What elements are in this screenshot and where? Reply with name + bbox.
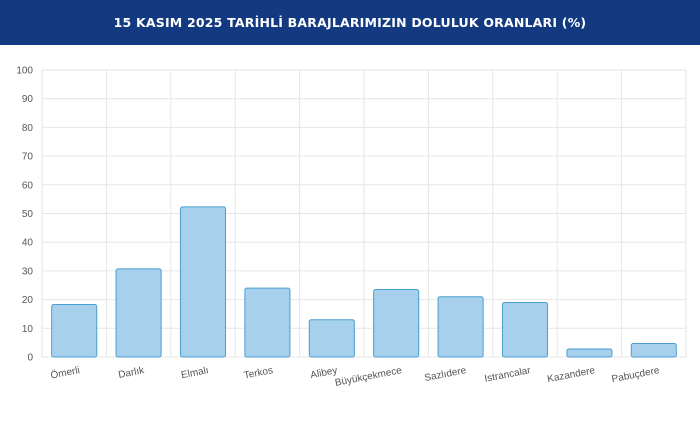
bar-7 [501, 301, 549, 358]
y-tick-label: 80 [22, 123, 34, 134]
x-tick-label: Alibey [310, 365, 339, 381]
x-tick-label: Terkos [243, 365, 274, 381]
x-axis-ticks: Ömerli Darlık Elmalı Terkos AlibeyBüyükçekme… [50, 364, 661, 389]
bar-5 [373, 289, 420, 358]
x-tick-label: Darlık [117, 365, 146, 381]
y-tick-label: 40 [22, 238, 34, 249]
bar-8 [566, 348, 613, 358]
x-tick-label: Sazlıdere [424, 365, 468, 384]
y-tick-label: 100 [16, 66, 33, 77]
bar-6 [437, 296, 484, 358]
x-tick-label: Kazandere [546, 365, 596, 385]
bar-9 [630, 343, 677, 358]
bar-chart: 0 10 20 30 40 50 60 70 80 90 100 Ömerli Darlık Elmal… [16, 66, 687, 389]
chart-header: 15 KASIM 2025 TARİHLİ BARAJLARIMIZIN DOL… [0, 0, 700, 45]
y-tick-label: 90 [22, 94, 34, 105]
bars [51, 206, 677, 358]
x-tick-label: Ömerli [50, 364, 81, 381]
bar-2 [179, 206, 227, 358]
y-tick-label: 60 [22, 180, 34, 191]
x-tick-label: Büyükçekmece [334, 365, 403, 389]
x-tick-label: Istrancalar [484, 365, 533, 385]
x-tick-label: Elmalı [180, 365, 209, 381]
bar-3 [244, 287, 291, 358]
x-tick-label: Pabuçdere [611, 365, 661, 385]
y-tick-label: 30 [22, 266, 34, 277]
y-tick-label: 70 [22, 152, 34, 163]
chart-title: 15 KASIM 2025 TARİHLİ BARAJLARIMIZIN DOL… [113, 15, 587, 30]
bar-1 [115, 268, 162, 358]
bar-4 [308, 319, 355, 358]
y-axis-ticks: 0 10 20 30 40 50 60 70 80 90 100 [16, 66, 33, 364]
y-tick-label: 20 [22, 295, 34, 306]
y-tick-label: 50 [22, 209, 34, 220]
y-tick-label: 10 [22, 324, 34, 335]
bar-0 [51, 303, 98, 358]
y-tick-label: 0 [27, 353, 33, 364]
grid-lines [41, 69, 687, 358]
